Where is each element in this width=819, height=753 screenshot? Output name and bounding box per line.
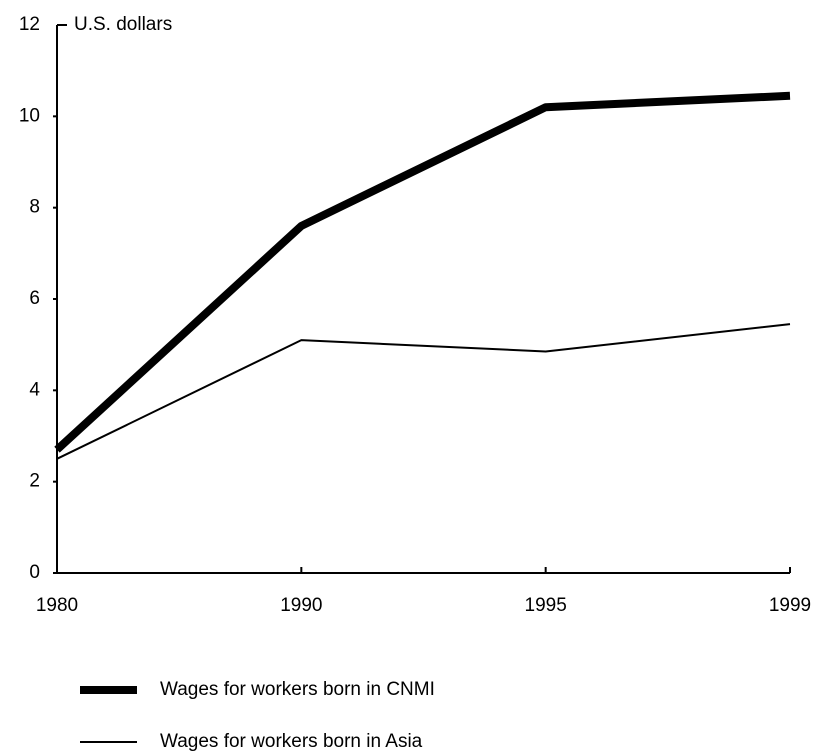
y-axis-label: U.S. dollars <box>74 14 172 35</box>
y-tick-label: 4 <box>29 379 40 400</box>
series-line <box>56 323 791 460</box>
y-tick-label: 10 <box>19 105 40 126</box>
y-tick-label: 8 <box>29 197 40 218</box>
x-tick-label: 1980 <box>36 595 78 616</box>
x-tick-label: 1990 <box>280 595 322 616</box>
y-tick-label: 0 <box>29 562 40 583</box>
x-tick-label: 1999 <box>769 595 811 616</box>
y-tick-label: 2 <box>29 471 40 492</box>
legend-label: Wages for workers born in Asia <box>160 731 423 752</box>
x-tick-label: 1995 <box>525 595 567 616</box>
y-tick-label: 12 <box>19 14 40 35</box>
series-line <box>54 91 791 453</box>
y-tick-label: 6 <box>29 288 40 309</box>
legend-label: Wages for workers born in CNMI <box>160 679 435 700</box>
